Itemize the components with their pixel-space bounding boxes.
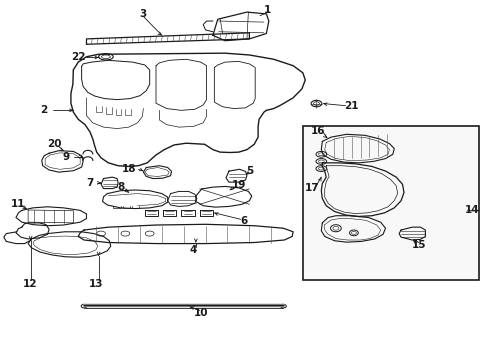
Text: 18: 18 (122, 164, 136, 174)
Text: 12: 12 (22, 279, 37, 289)
Bar (302, 126, 478, 280)
Text: 8: 8 (117, 182, 124, 192)
Text: 6: 6 (240, 216, 246, 226)
Text: 15: 15 (411, 240, 426, 250)
Text: 22: 22 (71, 53, 85, 63)
Text: 5: 5 (245, 166, 252, 176)
Text: 20: 20 (46, 139, 61, 149)
Text: 21: 21 (344, 101, 358, 111)
Ellipse shape (280, 304, 286, 308)
Text: 9: 9 (62, 152, 69, 162)
Text: 4: 4 (189, 245, 197, 255)
Text: 11: 11 (11, 199, 25, 209)
Text: 14: 14 (464, 205, 478, 215)
Text: 1: 1 (264, 5, 271, 15)
Text: 3: 3 (140, 9, 147, 19)
Text: 19: 19 (231, 180, 245, 190)
Ellipse shape (81, 304, 87, 308)
Text: 16: 16 (310, 126, 325, 136)
Text: 7: 7 (86, 178, 93, 188)
Text: 10: 10 (193, 308, 207, 318)
Text: 17: 17 (305, 183, 319, 193)
Text: 2: 2 (41, 105, 48, 115)
Text: 13: 13 (89, 279, 103, 289)
